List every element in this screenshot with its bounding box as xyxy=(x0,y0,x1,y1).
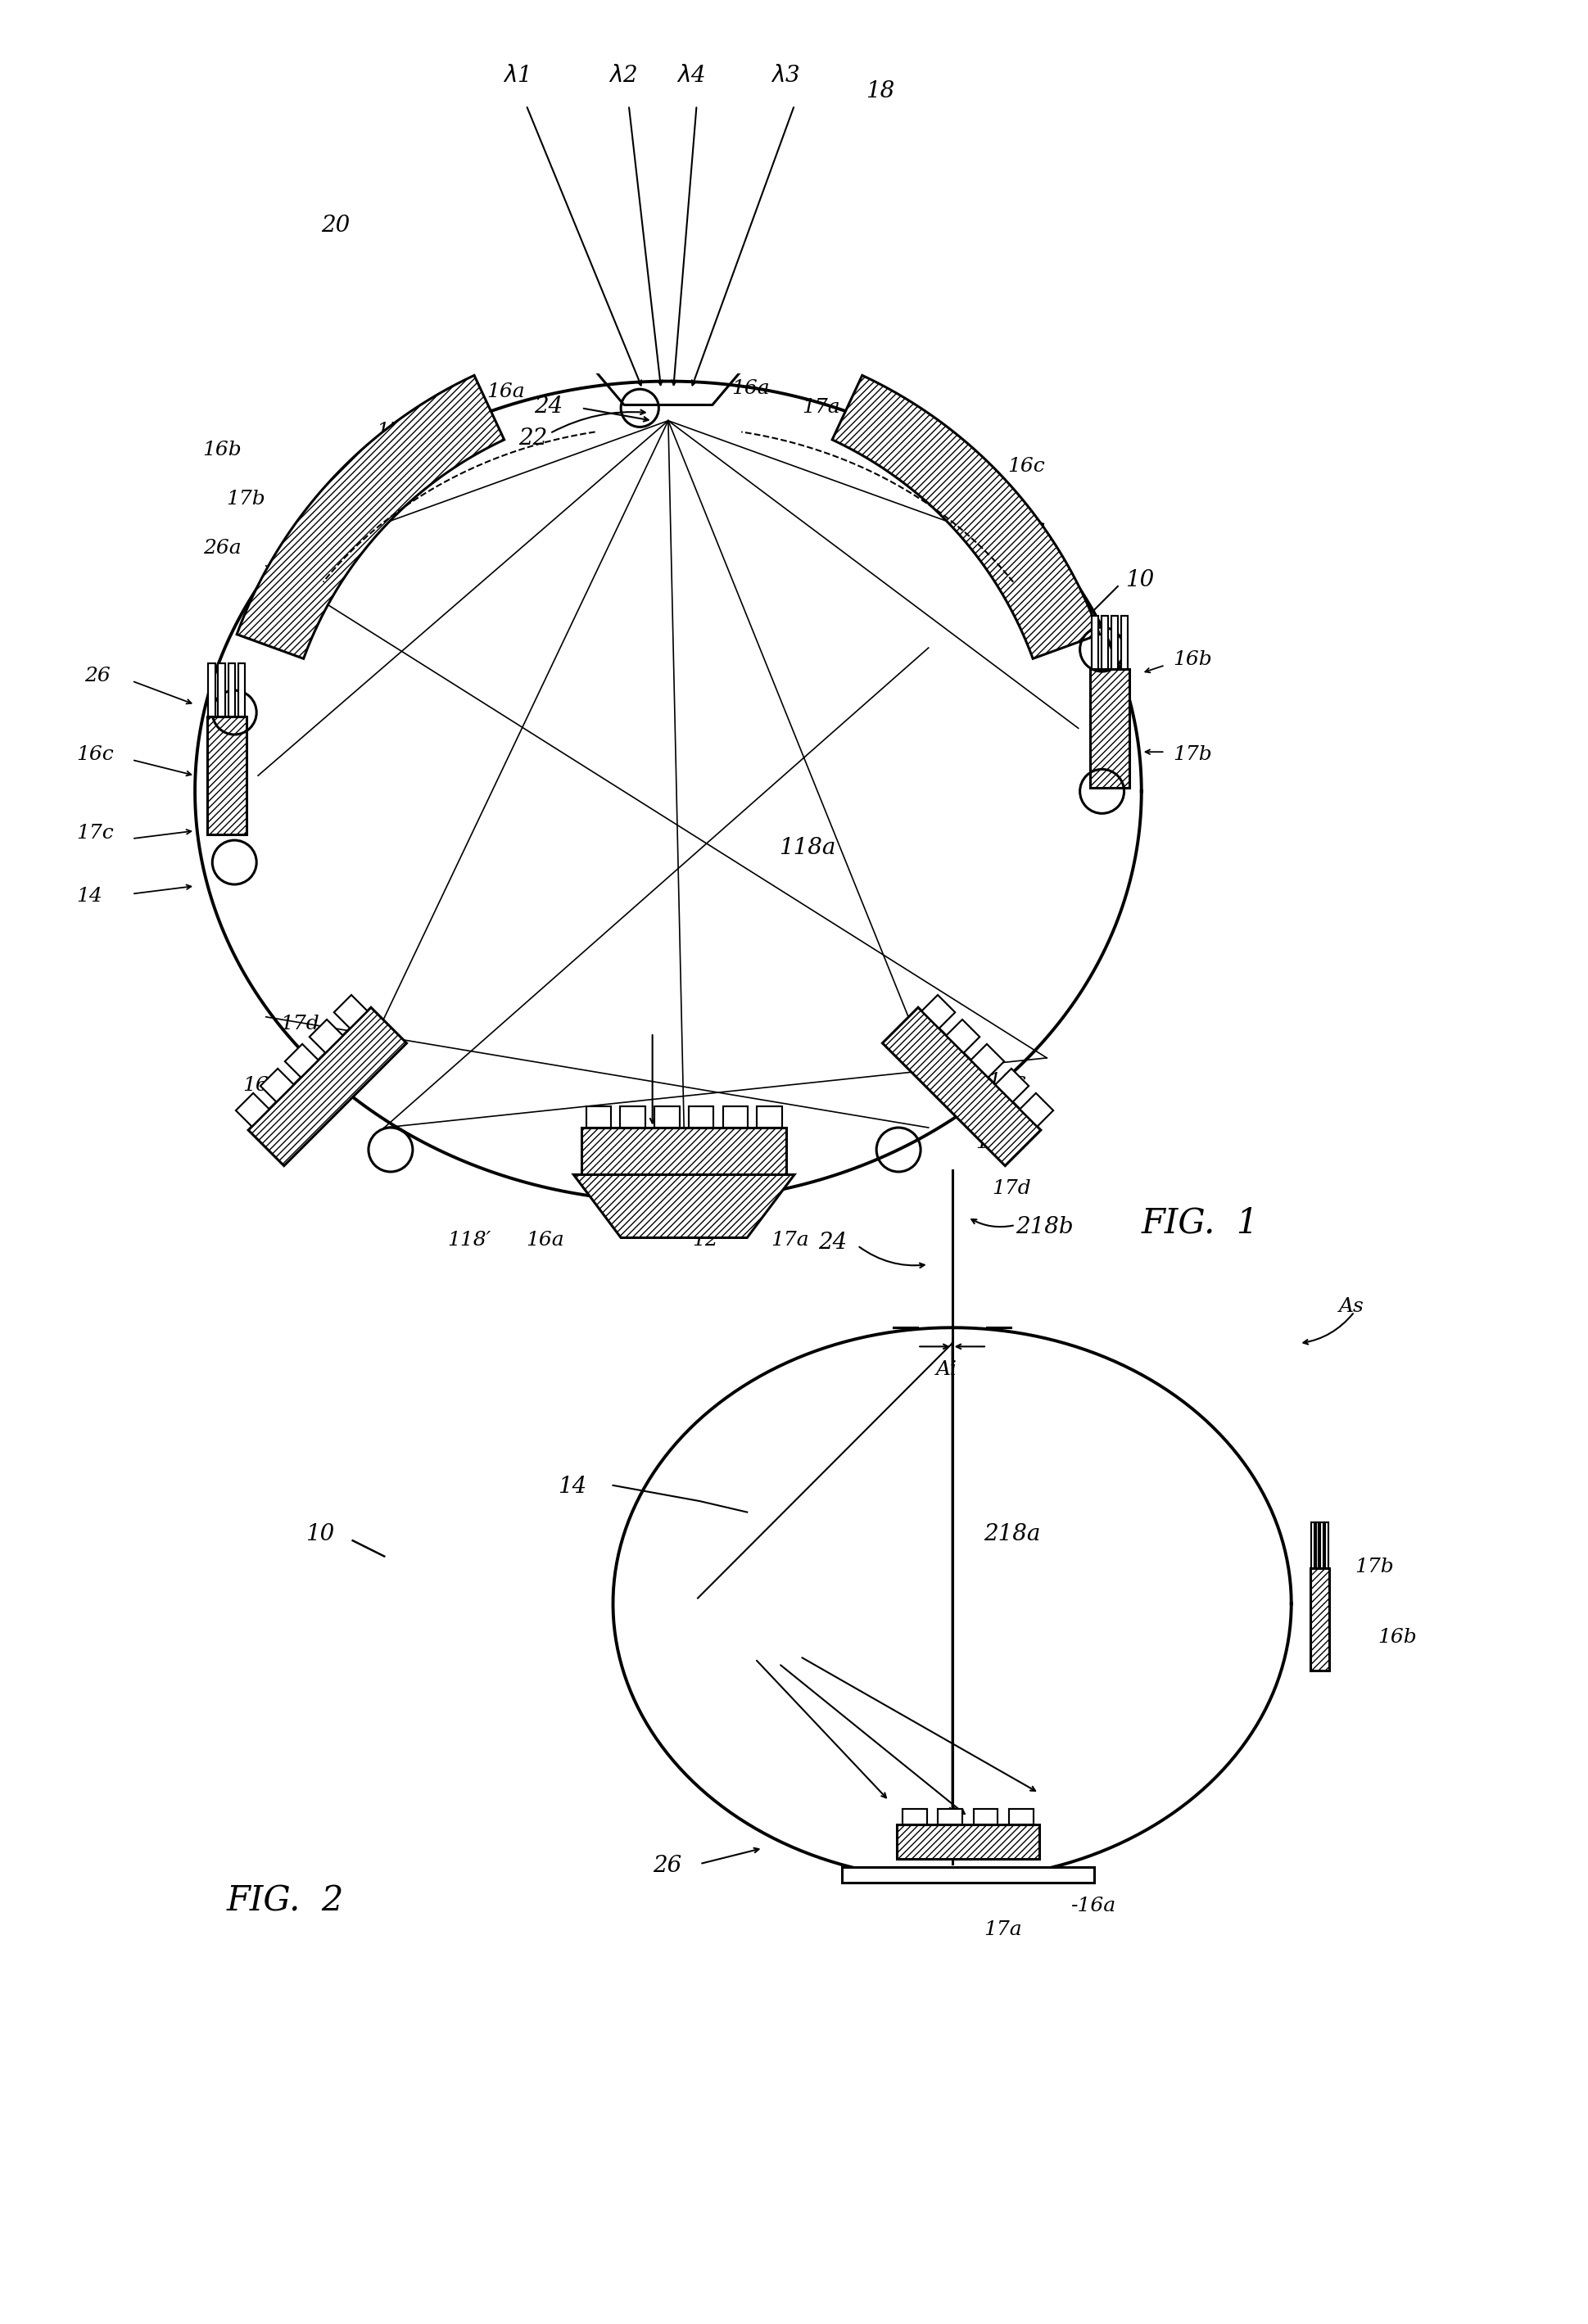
Text: 118c: 118c xyxy=(975,1071,1026,1090)
Polygon shape xyxy=(902,1808,926,1824)
Text: 17b: 17b xyxy=(227,490,265,509)
Text: 20: 20 xyxy=(321,214,349,237)
Text: FIG.  1: FIG. 1 xyxy=(1140,1206,1258,1241)
Text: 17b: 17b xyxy=(1172,746,1212,765)
Polygon shape xyxy=(581,1127,786,1174)
Text: 218b: 218b xyxy=(1015,1215,1072,1239)
Polygon shape xyxy=(206,716,246,834)
Polygon shape xyxy=(842,1866,1094,1882)
Text: 26a: 26a xyxy=(203,539,241,558)
Text: -16a: -16a xyxy=(1070,1896,1115,1915)
Polygon shape xyxy=(573,1174,794,1239)
Polygon shape xyxy=(218,662,225,716)
Text: 17a: 17a xyxy=(983,1920,1021,1938)
Polygon shape xyxy=(654,1106,680,1127)
Polygon shape xyxy=(1320,1522,1323,1569)
Text: $\lambda$2: $\lambda$2 xyxy=(608,65,637,86)
Polygon shape xyxy=(1310,1569,1329,1671)
Polygon shape xyxy=(248,1006,407,1167)
Text: 16a: 16a xyxy=(486,381,524,402)
Text: 16c: 16c xyxy=(76,746,114,765)
Polygon shape xyxy=(284,1043,318,1078)
Text: $\lambda$4: $\lambda$4 xyxy=(676,65,705,86)
Polygon shape xyxy=(619,1106,645,1127)
Text: 22: 22 xyxy=(518,428,546,449)
Text: 16b: 16b xyxy=(1172,651,1212,669)
Polygon shape xyxy=(333,995,367,1030)
Text: $\lambda$3: $\lambda$3 xyxy=(770,65,800,86)
Text: 218a: 218a xyxy=(983,1522,1040,1545)
Polygon shape xyxy=(260,1069,294,1102)
Text: 17c: 17c xyxy=(76,825,114,844)
Polygon shape xyxy=(1310,1522,1313,1569)
Text: 16d: 16d xyxy=(243,1076,281,1095)
Text: 17d: 17d xyxy=(991,1178,1031,1197)
Text: 16a: 16a xyxy=(730,379,769,397)
Polygon shape xyxy=(229,662,235,716)
Polygon shape xyxy=(832,376,1099,658)
Polygon shape xyxy=(937,1808,962,1824)
Text: 16c: 16c xyxy=(1007,458,1045,476)
Text: 17a: 17a xyxy=(770,1232,808,1250)
Polygon shape xyxy=(1121,616,1127,669)
Text: 17c: 17c xyxy=(1007,518,1045,537)
Polygon shape xyxy=(1091,616,1097,669)
Text: 16b: 16b xyxy=(203,439,241,460)
Text: Ai: Ai xyxy=(935,1360,958,1378)
Polygon shape xyxy=(237,376,503,658)
Text: FIG.  2: FIG. 2 xyxy=(227,1885,343,1920)
Text: 18: 18 xyxy=(865,79,894,102)
Text: 14: 14 xyxy=(557,1476,586,1499)
Text: 17b: 17b xyxy=(376,421,416,442)
Text: 118a: 118a xyxy=(778,837,835,860)
Polygon shape xyxy=(881,1006,1040,1167)
Text: 17d: 17d xyxy=(279,1016,319,1034)
Polygon shape xyxy=(921,995,954,1030)
Text: 10: 10 xyxy=(1124,569,1154,590)
Text: 16b: 16b xyxy=(1377,1629,1416,1648)
Polygon shape xyxy=(1008,1808,1032,1824)
Text: 17a: 17a xyxy=(802,397,840,416)
Polygon shape xyxy=(994,1069,1027,1102)
Polygon shape xyxy=(310,1020,343,1053)
Polygon shape xyxy=(1089,669,1129,788)
Polygon shape xyxy=(235,1092,268,1127)
Polygon shape xyxy=(1100,616,1108,669)
Text: 12: 12 xyxy=(691,1232,718,1250)
Text: 24: 24 xyxy=(818,1232,846,1253)
Text: $\lambda$1: $\lambda$1 xyxy=(502,65,529,86)
Polygon shape xyxy=(946,1020,980,1053)
Polygon shape xyxy=(1324,1522,1328,1569)
Polygon shape xyxy=(1112,616,1118,669)
Text: 17b: 17b xyxy=(1353,1557,1393,1576)
Text: 16a: 16a xyxy=(526,1232,564,1250)
Text: 26: 26 xyxy=(84,667,111,686)
Text: As: As xyxy=(1339,1297,1363,1315)
Text: 14: 14 xyxy=(76,888,103,906)
Polygon shape xyxy=(1315,1522,1318,1569)
Text: 10: 10 xyxy=(305,1522,333,1545)
Polygon shape xyxy=(756,1106,781,1127)
Text: 24: 24 xyxy=(534,395,562,418)
Polygon shape xyxy=(208,662,214,716)
Polygon shape xyxy=(1019,1092,1053,1127)
Polygon shape xyxy=(970,1043,1004,1078)
Text: 118′: 118′ xyxy=(448,1232,491,1250)
Text: 16d: 16d xyxy=(975,1134,1015,1153)
Polygon shape xyxy=(973,1808,997,1824)
Polygon shape xyxy=(586,1106,611,1127)
Polygon shape xyxy=(688,1106,713,1127)
Polygon shape xyxy=(897,1824,1039,1859)
Text: 26: 26 xyxy=(653,1855,681,1878)
Polygon shape xyxy=(723,1106,748,1127)
Polygon shape xyxy=(238,662,245,716)
